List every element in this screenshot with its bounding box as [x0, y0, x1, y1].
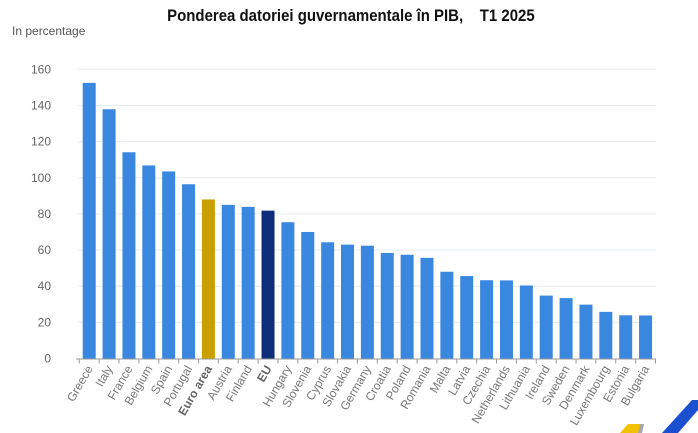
bar-hungary: [281, 222, 295, 359]
logo-blue-stripe: [662, 400, 698, 433]
bar-ireland: [539, 295, 553, 359]
x-axis: [76, 358, 656, 364]
bar-greece: [82, 82, 96, 359]
y-tick-label: 160: [31, 62, 51, 76]
brand-logo-icon: [620, 400, 698, 433]
y-tick-label: 80: [38, 207, 52, 221]
bar-estonia: [619, 315, 633, 359]
bar-lithuania: [519, 285, 533, 359]
bar-finland: [241, 206, 255, 359]
chart-title: Ponderea datoriei guvernamentale în PIB,…: [167, 6, 535, 25]
bar-malta: [440, 271, 454, 359]
bar-slovenia: [301, 231, 315, 359]
x-axis-labels: GreeceItalyFranceBelgiumSpainPortugalEur…: [64, 362, 652, 428]
bar-czechia: [480, 280, 494, 359]
bars: [82, 82, 653, 359]
bar-poland: [400, 254, 414, 359]
x-label-greece: Greece: [64, 363, 96, 404]
bar-slovakia: [341, 244, 355, 359]
bar-eu: [261, 210, 275, 359]
y-tick-label: 40: [38, 279, 52, 293]
y-tick-label: 20: [38, 315, 52, 329]
bar-bulgaria: [639, 315, 653, 359]
bar-latvia: [460, 276, 474, 359]
bar-austria: [221, 204, 235, 359]
y-tick-label: 120: [31, 135, 51, 149]
bar-croatia: [380, 252, 394, 359]
logo-yellow-shape: [620, 424, 642, 433]
bar-euro-area: [201, 199, 215, 359]
bar-netherlands: [499, 280, 513, 359]
bar-cyprus: [321, 242, 335, 359]
bar-spain: [162, 171, 176, 359]
y-tick-label: 100: [31, 171, 51, 185]
y-axis-unit-label: In percentage: [12, 24, 86, 38]
bar-romania: [420, 257, 434, 359]
bar-germany: [360, 245, 374, 359]
bar-belgium: [142, 165, 156, 359]
bar-sweden: [559, 298, 573, 359]
y-tick-label: 140: [31, 98, 51, 112]
bar-france: [122, 152, 136, 359]
bar-portugal: [182, 184, 196, 359]
bar-luxembourg: [599, 311, 613, 359]
bar-denmark: [579, 304, 593, 359]
y-axis-ticks: 0 20 40 60 80 100 120 140 160: [31, 62, 51, 365]
y-tick-label: 60: [38, 243, 52, 257]
logo-gray-shape: [638, 424, 644, 433]
bar-italy: [102, 109, 116, 359]
y-tick-label: 0: [44, 352, 51, 366]
